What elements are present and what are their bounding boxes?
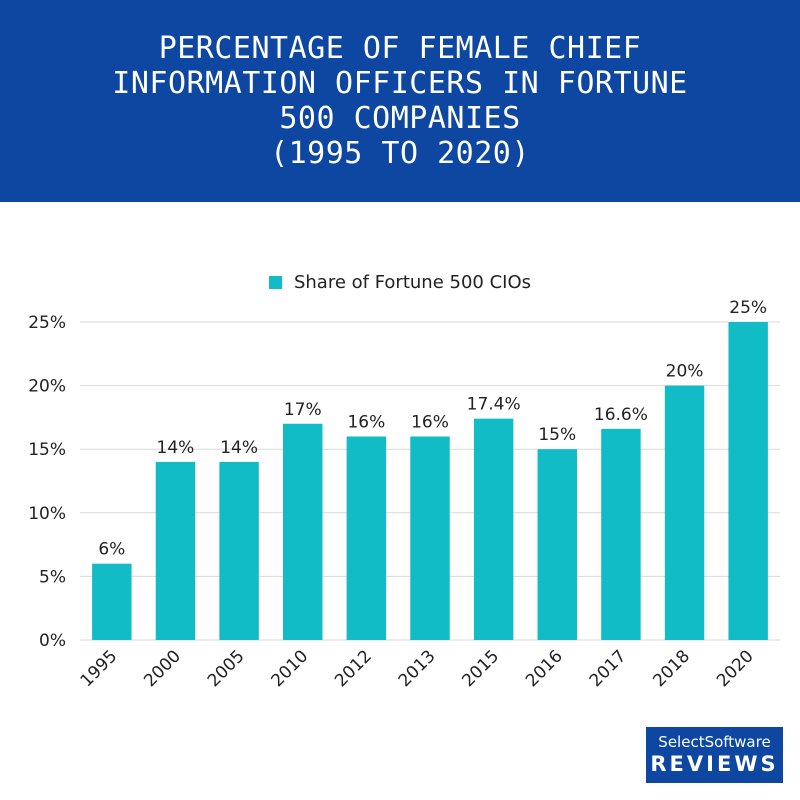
x-tick-label: 2000 [140, 646, 185, 691]
data-label: 20% [666, 362, 704, 382]
data-label: 16% [347, 412, 385, 432]
x-tick-label: 2018 [649, 646, 694, 691]
data-label: 16.6% [594, 405, 648, 425]
y-tick-label: 20% [28, 377, 66, 397]
data-label: 16% [411, 412, 449, 432]
data-label: 25% [729, 298, 767, 318]
brand-line-1: SelectSoftware [658, 733, 771, 751]
bar [283, 423, 323, 640]
brand-line-2: REVIEWS [650, 752, 779, 776]
bar [473, 418, 514, 640]
legend-swatch [268, 276, 282, 289]
bar [601, 428, 641, 640]
bar [664, 385, 705, 640]
data-label: 17.4% [467, 395, 521, 415]
y-tick-label: 10% [28, 504, 66, 524]
x-tick-label: 2005 [204, 646, 249, 691]
y-tick-label: 25% [28, 313, 66, 333]
data-label: 14% [220, 438, 258, 458]
bar [346, 436, 387, 640]
title-line-4: (1995 TO 2020) [270, 136, 530, 171]
data-label: 15% [538, 425, 576, 445]
bar [219, 461, 259, 640]
y-tick-label: 0% [39, 631, 66, 651]
title-line-3: 500 COMPANIES [279, 101, 521, 136]
y-tick-label: 15% [28, 440, 66, 460]
legend-label: Share of Fortune 500 CIOs [293, 272, 532, 293]
bar [410, 436, 450, 640]
data-label: 6% [98, 540, 125, 560]
x-tick-label: 2015 [458, 646, 503, 691]
bar [92, 563, 132, 640]
header-banner: PERCENTAGE OF FEMALE CHIEF INFORMATION O… [0, 0, 800, 202]
y-tick-label: 5% [39, 567, 66, 587]
data-label: 14% [157, 438, 195, 458]
x-tick-label: 2010 [268, 646, 313, 691]
brand-badge: SelectSoftware REVIEWS [646, 727, 783, 783]
bar [728, 322, 768, 640]
chart-legend: Share of Fortune 500 CIOs [0, 272, 800, 293]
x-tick-label: 2012 [331, 646, 376, 691]
x-tick-label: 2020 [713, 646, 758, 691]
bar [537, 449, 577, 640]
x-tick-label: 2013 [395, 646, 440, 691]
x-tick-label: 2016 [522, 646, 567, 691]
x-tick-label: 1995 [77, 646, 122, 691]
data-label: 17% [284, 400, 322, 420]
x-tick-label: 2017 [586, 646, 631, 691]
bar [155, 461, 196, 640]
title-line-2: INFORMATION OFFICERS IN FORTUNE [112, 66, 688, 101]
title-line-1: PERCENTAGE OF FEMALE CHIEF [158, 31, 642, 66]
